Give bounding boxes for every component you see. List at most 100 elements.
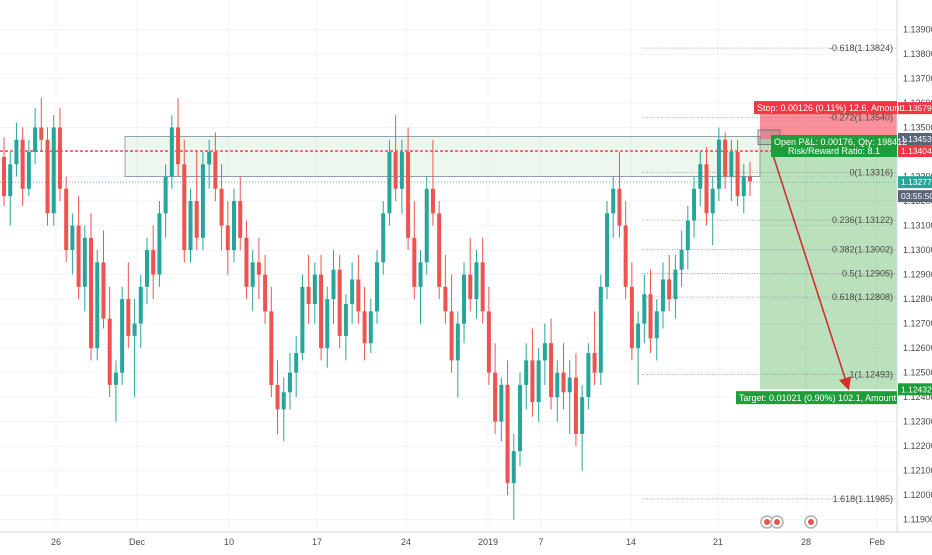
candle-body: [169, 127, 174, 177]
candle-body: [244, 237, 249, 287]
price-tag: [898, 133, 932, 146]
candle-body: [331, 269, 336, 300]
candle-body: [530, 360, 535, 403]
candle-body: [250, 262, 255, 287]
price-tags: 1.13579 1.13453 1.13404 1.13277 03:55:50 1.12…: [898, 102, 932, 396]
x-tick-label: 26: [51, 537, 61, 547]
candle-body: [14, 139, 19, 165]
x-tick-label: 10: [224, 537, 234, 547]
candle-body: [219, 188, 224, 226]
resistance-zone[interactable]: [124, 136, 761, 177]
candle-body: [381, 213, 386, 263]
candle-body: [573, 377, 578, 434]
candle-body: [605, 213, 610, 287]
candle-body: [368, 311, 373, 344]
candle-body: [524, 360, 529, 385]
candle-body: [704, 164, 709, 214]
candle-body: [586, 353, 591, 398]
candle-body: [350, 279, 355, 304]
fib-level-label: 0.382(1.13002): [832, 245, 893, 255]
candle-body: [393, 152, 398, 189]
candle-body: [592, 353, 597, 373]
x-tick-label: Feb: [869, 537, 885, 547]
target-box: [736, 391, 897, 405]
candle-body: [225, 225, 230, 251]
candle-body: [163, 176, 168, 214]
candle-body: [101, 262, 106, 319]
candle-body: [343, 304, 348, 336]
candle-body: [729, 152, 734, 177]
candle-body: [486, 311, 491, 373]
target-box-text: Target: 0.01021 (0.90%) 102.1, Amount:: [739, 393, 899, 403]
candle-body: [306, 286, 311, 304]
candle-body: [748, 176, 752, 182]
fib-level-label: 0(1.13316): [849, 168, 893, 178]
x-tick-label: 2019: [478, 537, 498, 547]
candle-body: [517, 384, 522, 452]
candle-body: [70, 225, 75, 251]
fib-level-label: 0.236(1.13122): [832, 215, 893, 225]
candle-body: [549, 343, 554, 398]
candle-body: [157, 213, 162, 275]
rr-box-text: Risk/Reward Ratio: 8.1: [788, 146, 880, 156]
y-tick-label: 1.13700: [903, 73, 932, 83]
candle-body: [356, 279, 361, 312]
candle-body: [64, 188, 69, 251]
candle-body: [636, 323, 641, 349]
price-axis[interactable]: 1.139001.138001.137001.136001.135001.133…: [896, 0, 932, 550]
y-tick-label: 1.12300: [903, 417, 932, 427]
event-icon-dot: [764, 519, 770, 525]
y-tick-label: 1.11900: [903, 515, 932, 525]
x-tick-label: 28: [801, 537, 811, 547]
candle-body: [654, 311, 659, 339]
candle-body: [648, 294, 653, 339]
projection-arrow[interactable]: [771, 151, 852, 391]
candle-body: [679, 250, 684, 270]
event-icons[interactable]: [760, 515, 818, 529]
candle-body: [319, 274, 324, 349]
price-tag-label: 03:55:50: [901, 191, 932, 201]
candle-body: [716, 139, 721, 189]
candle-body: [406, 152, 411, 238]
candle-body: [617, 188, 622, 226]
time-axis-background: [0, 532, 932, 550]
x-tick-label: Dec: [129, 537, 146, 547]
candle-body: [511, 451, 516, 483]
candle-body: [200, 164, 205, 238]
candle-body: [107, 318, 112, 385]
candle-body: [325, 299, 330, 349]
price-tag: [898, 383, 932, 396]
candle-body: [26, 152, 31, 189]
candle-body: [399, 152, 404, 189]
candle-body: [76, 225, 81, 287]
candle-body: [673, 269, 678, 300]
fib-retracement[interactable]: -0.618(1.13824) -0.272(1.13540) 0(1.13316)…: [642, 43, 897, 504]
candle-body: [182, 164, 187, 251]
y-tick-label: 1.12200: [903, 441, 932, 451]
candle-body: [735, 152, 740, 197]
candle-body: [132, 323, 137, 336]
event-icon-dot: [808, 519, 814, 525]
candle-body: [611, 188, 616, 214]
candle-body: [51, 127, 56, 214]
candle-body: [337, 269, 342, 336]
candle-body: [418, 262, 423, 287]
candle-body: [95, 262, 100, 349]
time-axis[interactable]: 26 Dec 10 17 24 2019 7 14 21 28 Feb: [0, 531, 932, 550]
candle-body: [188, 201, 193, 251]
x-tick-label: 21: [713, 537, 723, 547]
x-tick-label: 17: [312, 537, 322, 547]
candle-body: [598, 286, 603, 373]
fib-level-label: 0.5(1.12905): [842, 268, 893, 278]
candle-body: [660, 279, 665, 312]
candle-body: [474, 262, 479, 300]
y-tick-label: 1.13000: [903, 245, 932, 255]
price-axis-background: [897, 0, 932, 550]
target-zone[interactable]: [760, 139, 897, 390]
candle-body: [623, 225, 628, 287]
position-labels: Stop: 0.00126 (0.11%) 12.6, Amount Open P…: [736, 101, 907, 405]
y-tick-label: 1.12400: [903, 392, 932, 402]
y-tick-label: 1.13100: [903, 221, 932, 231]
